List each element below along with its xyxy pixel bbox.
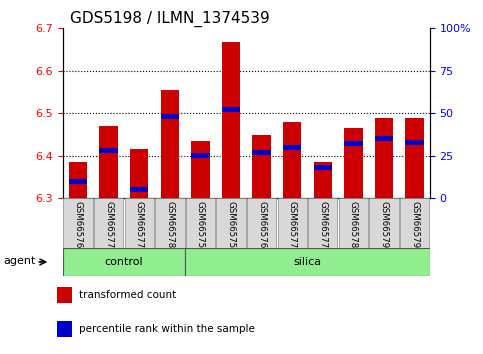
Bar [130,187,148,192]
Text: GSM665754: GSM665754 [227,201,236,253]
Text: control: control [105,257,143,267]
Text: agent: agent [3,256,36,266]
Bar [222,107,240,113]
FancyBboxPatch shape [186,198,215,248]
FancyBboxPatch shape [216,198,246,248]
Text: GSM665788: GSM665788 [165,201,174,253]
Bar [344,141,363,147]
Text: silica: silica [294,257,322,267]
Bar [69,179,87,184]
Bar [130,149,148,198]
FancyBboxPatch shape [369,198,398,248]
FancyBboxPatch shape [63,198,93,248]
Bar [253,150,271,155]
Text: GSM665793: GSM665793 [410,201,419,253]
FancyBboxPatch shape [63,248,185,276]
Bar [344,128,363,198]
Bar [222,42,240,198]
Bar [57,287,72,303]
Bar [313,162,332,198]
Text: percentile rank within the sample: percentile rank within the sample [79,324,255,334]
Bar [57,321,72,337]
Text: GSM665750: GSM665750 [196,201,205,253]
FancyBboxPatch shape [278,198,307,248]
Bar [191,153,210,158]
Bar [313,165,332,170]
FancyBboxPatch shape [339,198,368,248]
Bar [99,126,118,198]
Bar [405,118,424,198]
Text: GSM665761: GSM665761 [73,201,83,253]
Bar [283,145,301,150]
FancyBboxPatch shape [94,198,123,248]
FancyBboxPatch shape [125,198,154,248]
Text: GSM665771: GSM665771 [104,201,113,253]
FancyBboxPatch shape [247,198,276,248]
FancyBboxPatch shape [155,198,185,248]
Bar [69,162,87,198]
Text: GSM665775: GSM665775 [318,201,327,253]
Text: GDS5198 / ILMN_1374539: GDS5198 / ILMN_1374539 [70,11,270,27]
Bar [99,148,118,153]
Bar [161,90,179,198]
Text: GSM665774: GSM665774 [135,201,144,253]
Bar [375,136,393,141]
Bar [405,139,424,145]
Text: transformed count: transformed count [79,290,176,300]
Bar [283,122,301,198]
Bar [191,141,210,198]
Text: GSM665792: GSM665792 [380,201,388,253]
Bar [253,135,271,198]
FancyBboxPatch shape [308,198,338,248]
FancyBboxPatch shape [185,248,430,276]
Text: GSM665785: GSM665785 [349,201,358,253]
FancyBboxPatch shape [400,198,429,248]
Bar [375,118,393,198]
Text: GSM665770: GSM665770 [288,201,297,253]
Text: GSM665769: GSM665769 [257,201,266,253]
Bar [161,114,179,119]
